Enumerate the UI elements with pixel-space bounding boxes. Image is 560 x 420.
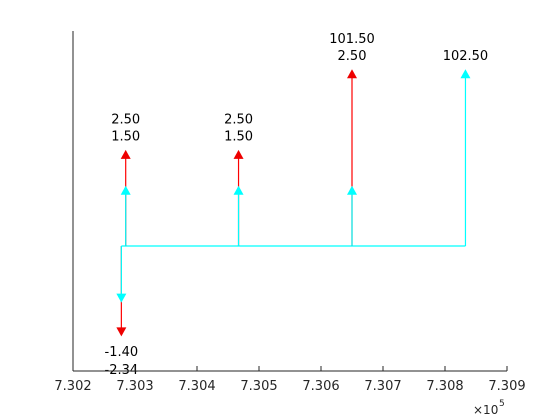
cash-flow-arrow-arrowhead: [120, 185, 131, 195]
x-tick-label: 7.302: [54, 379, 91, 394]
axes: [72, 31, 507, 372]
cash-flow-arrow-arrowhead: [233, 149, 244, 159]
x-tick-label: 7.309: [488, 379, 525, 394]
plot-area: -1.40 -2.34 2.50 1.50 2.50 1.50 101.50 2.50 102.…: [105, 32, 489, 378]
cash-flow-arrow-arrowhead: [120, 149, 131, 159]
cash-flow-arrow-arrowhead: [116, 293, 127, 303]
cash-flow-arrow-arrowhead: [347, 69, 357, 79]
x-tick-label: 7.308: [426, 379, 463, 394]
data-label: 2.50: [111, 112, 140, 127]
data-label: 2.50: [224, 112, 253, 127]
x-tick-label: 7.303: [116, 379, 153, 394]
x-tick-label: 7.305: [240, 379, 277, 394]
cash-flow-arrow-arrowhead: [233, 185, 244, 195]
x-axis-scale-label: ×10: [473, 403, 498, 417]
x-tick-label: 7.304: [178, 379, 215, 394]
data-label: 1.50: [111, 129, 140, 144]
x-axis-scale-exponent: 5: [499, 399, 505, 409]
data-label: 1.50: [224, 129, 253, 144]
cash-flow-arrow-arrowhead: [116, 327, 127, 337]
cash-flow-arrow-arrowhead: [460, 69, 471, 79]
data-label: -1.40: [105, 345, 139, 360]
x-tick-label: 7.306: [302, 379, 339, 394]
data-label: 101.50: [329, 32, 375, 47]
data-label: 102.50: [443, 49, 489, 64]
cash-flow-arrow-arrowhead: [347, 185, 357, 195]
x-axis-ticks: 7.302 7.303 7.304 7.305 7.306 7.307 7.308 7.309: [54, 366, 526, 394]
x-tick-label: 7.307: [364, 379, 401, 394]
data-label: 2.50: [338, 49, 367, 64]
data-label: -2.34: [105, 363, 139, 378]
